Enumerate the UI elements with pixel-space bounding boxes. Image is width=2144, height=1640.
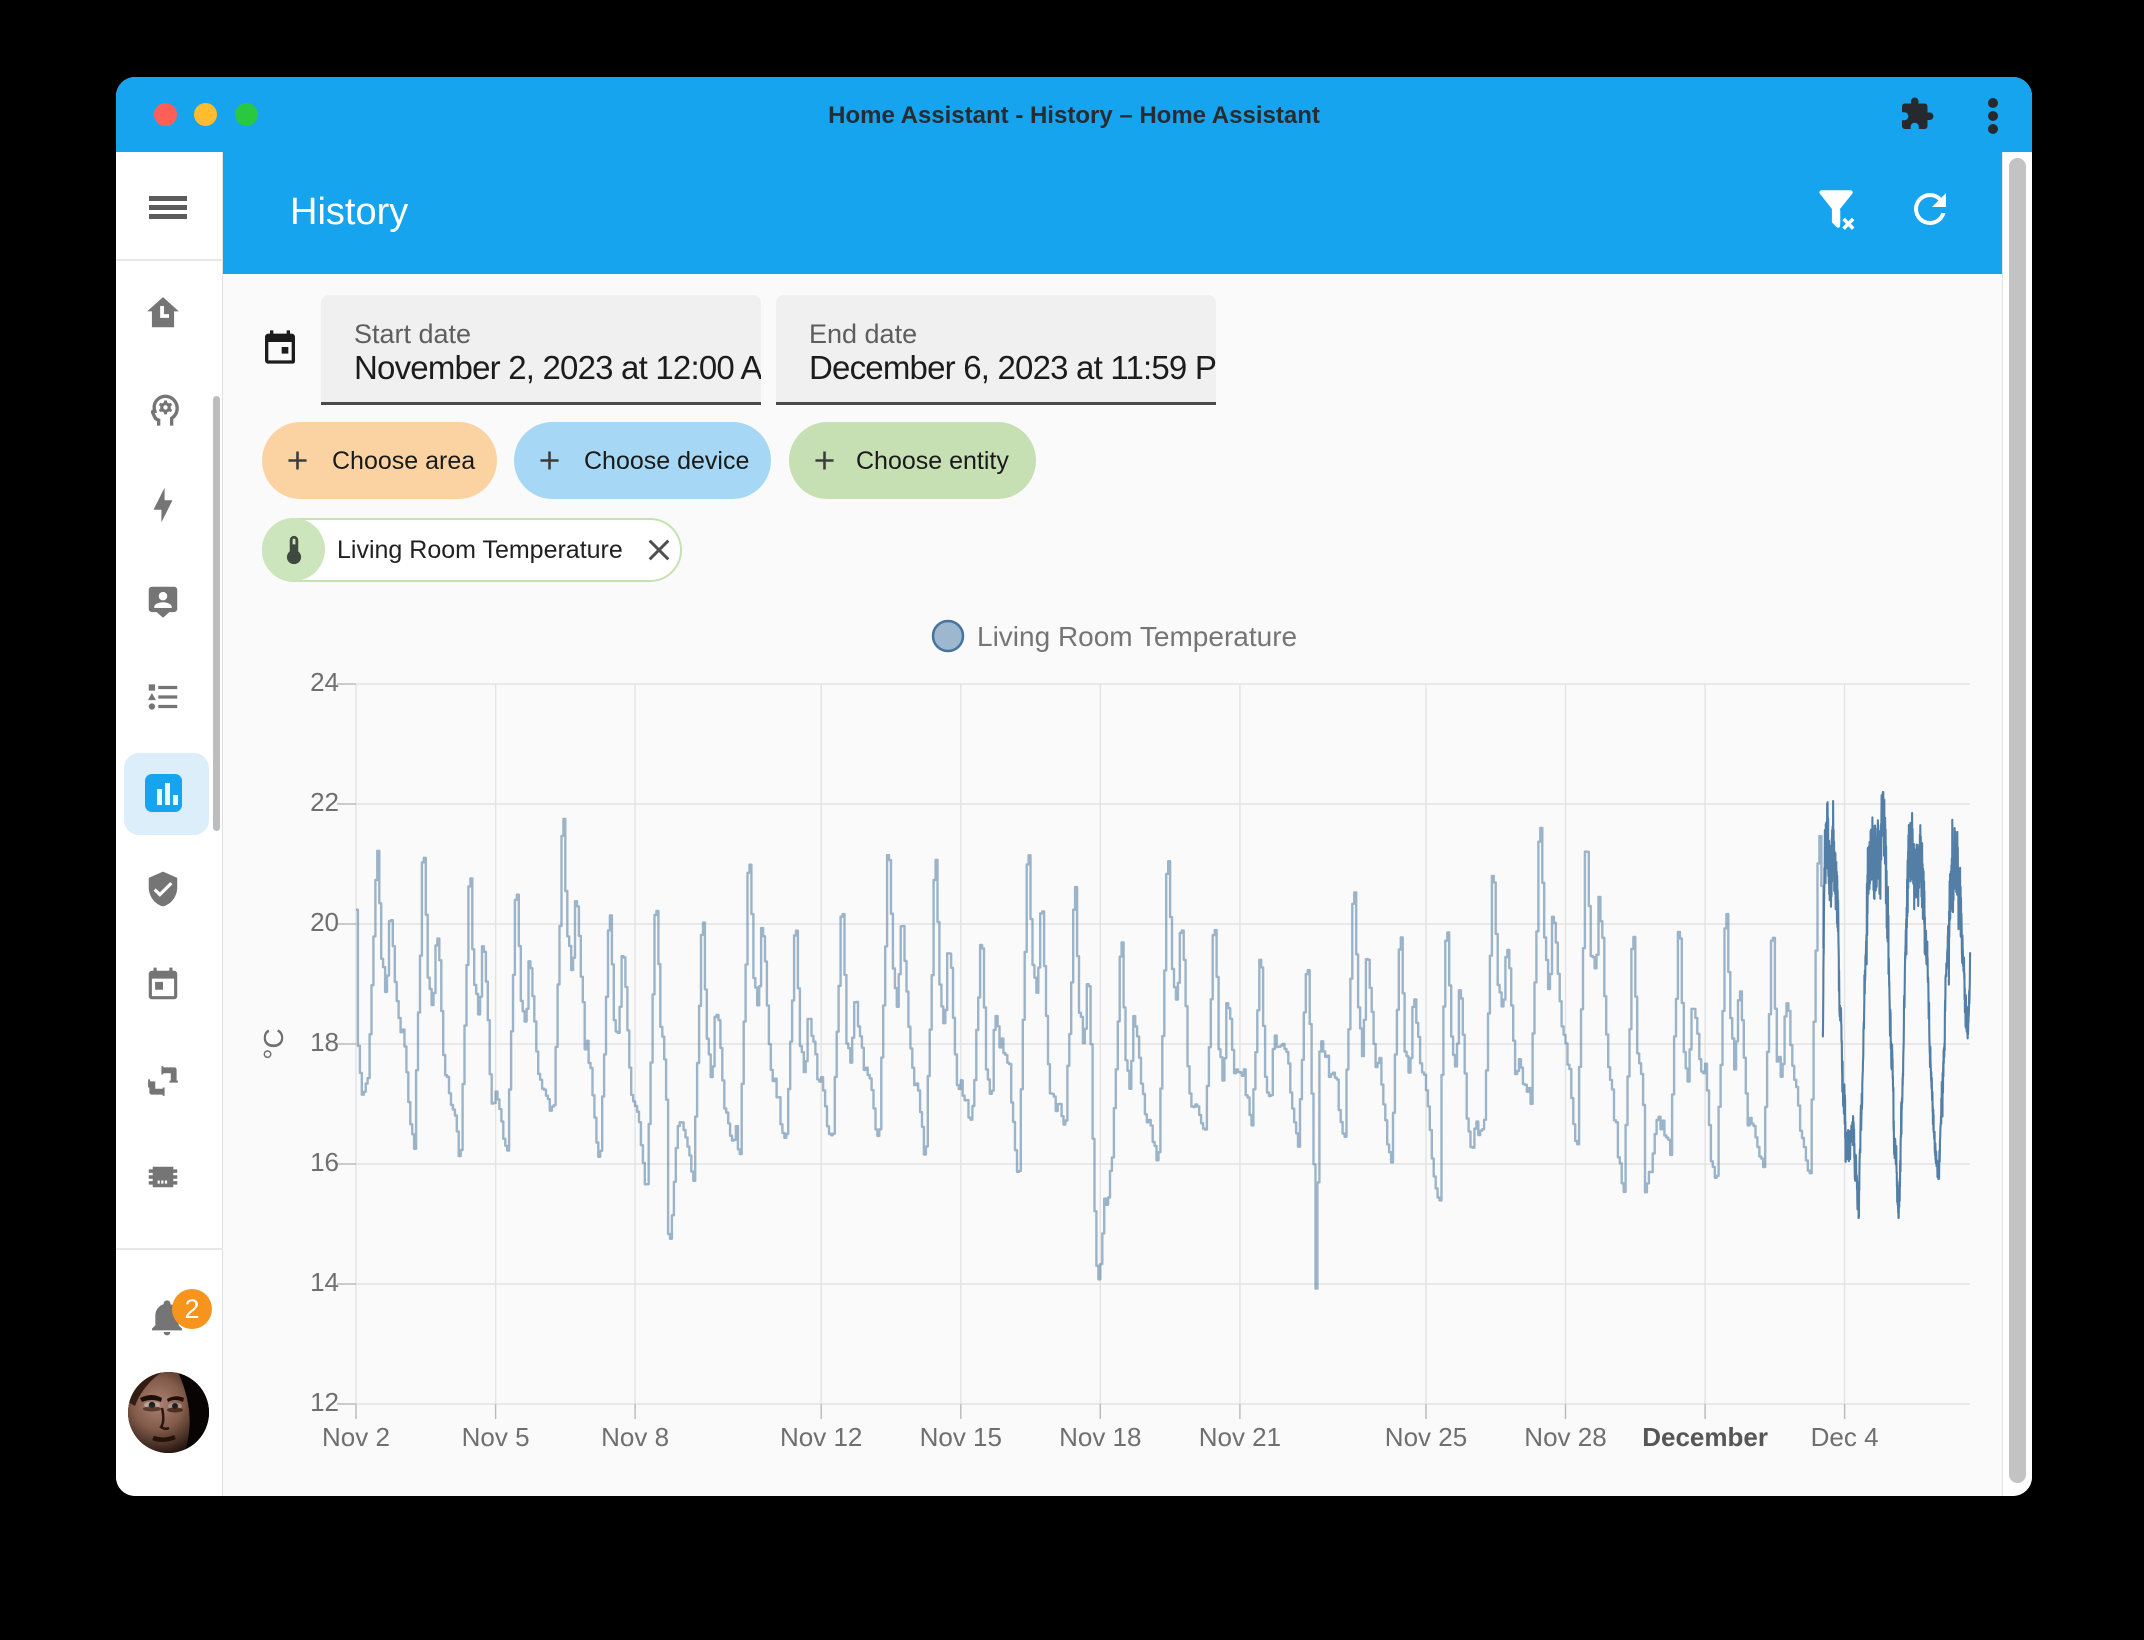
svg-text:Nov 2: Nov 2 <box>322 1422 390 1452</box>
svg-text:Nov 5: Nov 5 <box>462 1422 530 1452</box>
svg-text:Nov 18: Nov 18 <box>1059 1422 1141 1452</box>
svg-text:16: 16 <box>310 1147 339 1177</box>
svg-text:Nov 8: Nov 8 <box>601 1422 669 1452</box>
svg-text:Nov 25: Nov 25 <box>1385 1422 1467 1452</box>
svg-text:22: 22 <box>310 787 339 817</box>
svg-text:12: 12 <box>310 1387 339 1417</box>
svg-text:Nov 21: Nov 21 <box>1199 1422 1281 1452</box>
svg-text:20: 20 <box>310 907 339 937</box>
svg-text:December: December <box>1642 1422 1768 1452</box>
svg-text:°C: °C <box>258 1028 289 1059</box>
svg-text:24: 24 <box>310 667 339 697</box>
svg-text:Nov 28: Nov 28 <box>1524 1422 1606 1452</box>
svg-text:Nov 12: Nov 12 <box>780 1422 862 1452</box>
svg-text:18: 18 <box>310 1027 339 1057</box>
svg-text:Dec 4: Dec 4 <box>1811 1422 1879 1452</box>
svg-text:14: 14 <box>310 1267 339 1297</box>
svg-text:Nov 15: Nov 15 <box>920 1422 1002 1452</box>
svg-text:Living Room Temperature: Living Room Temperature <box>977 621 1297 652</box>
